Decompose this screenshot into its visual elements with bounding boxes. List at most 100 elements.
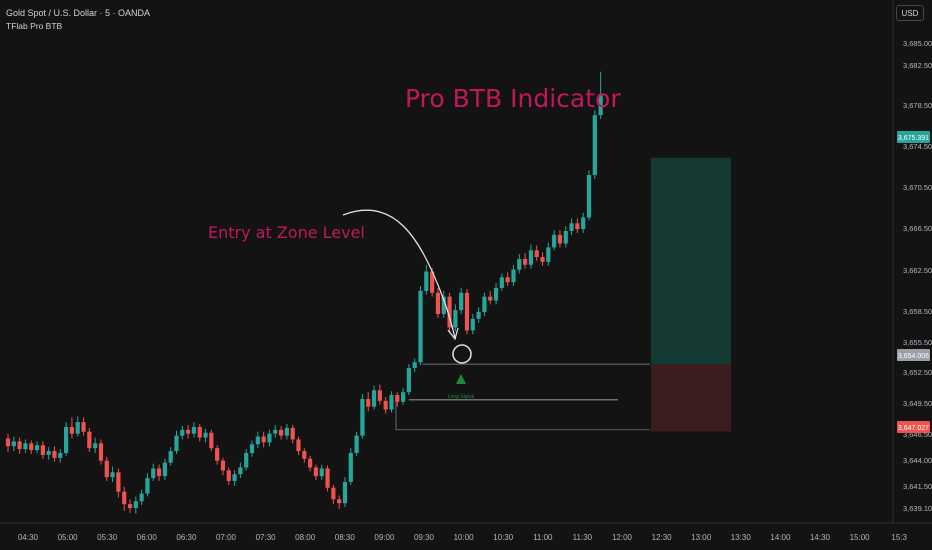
candle [313, 464, 319, 481]
time-tick-label: 12:30 [652, 533, 673, 542]
candle-body [215, 448, 220, 461]
candle-body [476, 312, 481, 319]
candle-body [249, 444, 255, 453]
candle-body [52, 451, 57, 458]
candle [400, 388, 406, 405]
candle-body [186, 429, 191, 434]
candle [81, 417, 86, 436]
candle [249, 440, 255, 457]
time-tick-label: 14:30 [810, 533, 831, 542]
candle [17, 437, 22, 454]
candle [366, 392, 371, 412]
candle-body [482, 296, 487, 313]
candle-body [540, 257, 545, 262]
candle [552, 230, 557, 251]
symbol-title: Gold Spot / U.S. Dollar · 5 · OANDA [6, 8, 151, 18]
candle-body [575, 223, 580, 230]
candle-body [377, 390, 382, 401]
candle [29, 440, 34, 454]
candle [412, 358, 417, 372]
candle [453, 304, 458, 332]
candle [337, 495, 342, 509]
candle [528, 244, 533, 269]
candle-body [273, 429, 278, 434]
candle-body [232, 474, 237, 481]
candle [522, 253, 528, 269]
candle [517, 254, 522, 274]
candle [40, 441, 45, 459]
candle-body [435, 292, 441, 315]
time-tick-label: 15:00 [850, 533, 871, 542]
candle [203, 428, 208, 443]
price-tick-label: 3,639.100 [903, 504, 932, 513]
time-tick-label: 09:30 [414, 533, 435, 542]
candle-body [406, 368, 411, 393]
candle [52, 446, 57, 462]
candle [563, 226, 568, 248]
candle [459, 287, 464, 315]
candle [75, 416, 80, 437]
candle-body [418, 290, 423, 363]
candle-body [174, 435, 179, 452]
candle [127, 499, 133, 513]
candle-body [464, 292, 470, 331]
candle [325, 465, 330, 492]
candle-body [598, 93, 603, 116]
candle-body [389, 395, 394, 410]
entry-circle-marker [452, 344, 472, 364]
time-tick-label: 15:3 [891, 533, 907, 542]
time-tick-label: 06:00 [137, 533, 158, 542]
candle [261, 431, 266, 448]
price-tick-label: 3,666.500 [903, 224, 932, 233]
candle [220, 457, 226, 476]
price-tick-label: 3,674.500 [903, 142, 932, 151]
candle [46, 447, 51, 460]
candle [377, 384, 382, 405]
time-tick-label: 13:00 [691, 533, 712, 542]
candle-body [267, 433, 272, 443]
candle-body [162, 462, 167, 477]
candle-body [209, 432, 214, 449]
candle-body [5, 438, 11, 447]
candle [435, 287, 441, 318]
candle [191, 422, 197, 438]
time-tick-label: 10:30 [493, 533, 514, 542]
candle-body [517, 258, 522, 270]
candle-body [168, 451, 173, 463]
time-tick-label: 11:30 [573, 533, 593, 542]
candle [197, 424, 202, 442]
candle [319, 464, 324, 481]
candle-body [244, 452, 249, 468]
candle [505, 272, 510, 287]
currency-button[interactable]: USD [896, 5, 924, 21]
candle-body [40, 445, 45, 455]
btb-zone [395, 363, 650, 431]
price-axis[interactable]: 3,685.0003,682.5003,678.5003,674.5003,67… [892, 0, 932, 523]
time-axis[interactable]: 04:30 05:00 05:30 06:00 06:30 07:00 07:30 08:00… [0, 522, 932, 542]
candle-body [284, 427, 289, 436]
candle [511, 264, 516, 287]
entry-annotation: Entry at Zone Level [208, 223, 365, 242]
candle [232, 470, 237, 486]
candle-body [569, 223, 574, 232]
candle [69, 417, 75, 439]
candle [151, 463, 156, 481]
time-tick-label: 08:00 [295, 533, 316, 542]
candle-body [586, 175, 592, 218]
price-tick-label: 3,670.500 [903, 183, 932, 192]
candle [360, 394, 365, 439]
candle [238, 462, 243, 479]
candle [273, 424, 278, 438]
candle-body [453, 310, 458, 328]
price-tick-label: 3,662.500 [903, 266, 932, 275]
candle-body [197, 426, 202, 438]
candle [64, 422, 69, 456]
time-tick-label: 05:30 [97, 533, 118, 542]
candle-body [220, 460, 226, 471]
candle-body [145, 478, 150, 494]
candle [342, 477, 348, 508]
time-tick-label: 12:00 [612, 533, 633, 542]
candle-body [191, 426, 197, 434]
